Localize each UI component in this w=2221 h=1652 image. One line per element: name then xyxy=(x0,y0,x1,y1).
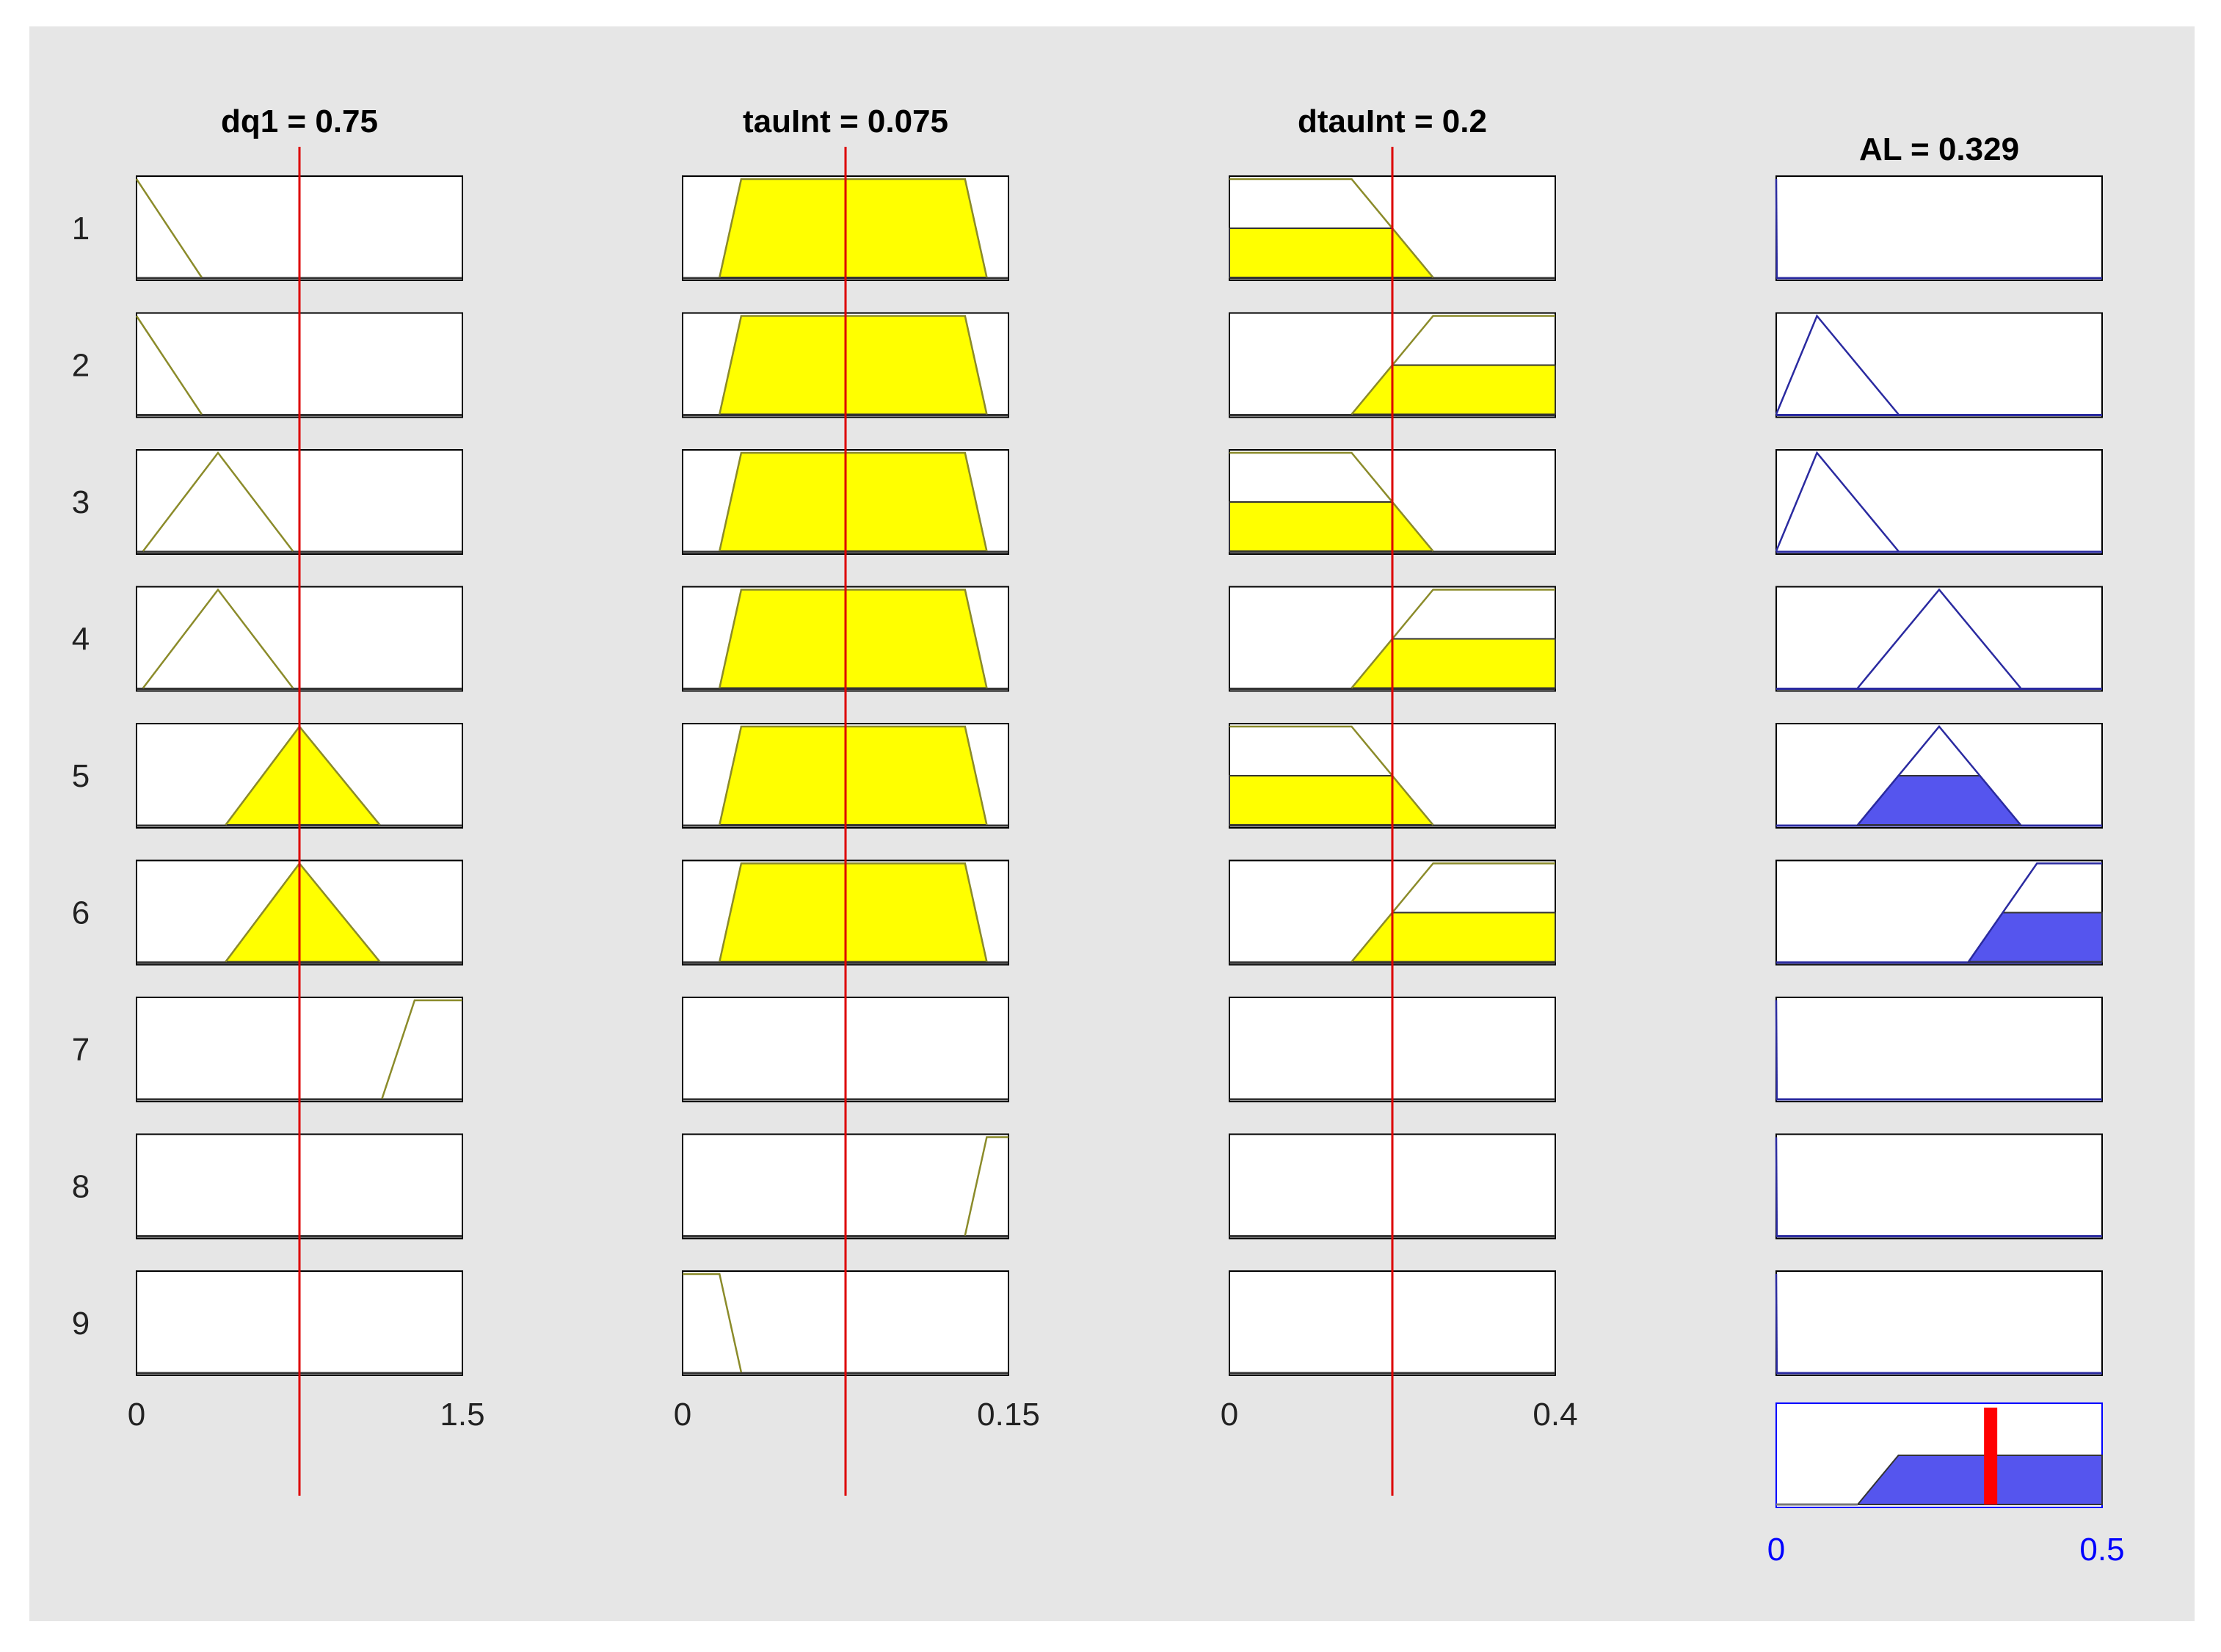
output-axis-tick-min: 0 xyxy=(1767,1532,1785,1568)
output-column: AL = 0.329 0 0.5 xyxy=(1767,131,2125,1568)
rule-number: 6 xyxy=(72,895,90,931)
fired-region xyxy=(1229,228,1435,278)
fired-region xyxy=(719,315,988,415)
membership-function xyxy=(1857,588,2021,689)
membership-function xyxy=(1229,451,1434,552)
axis-tick-min: 0 xyxy=(1221,1397,1238,1433)
rule-output-plot xyxy=(1775,1270,2103,1376)
rule-number: 9 xyxy=(72,1306,90,1342)
fired-region xyxy=(719,862,988,963)
membership-function xyxy=(719,315,988,415)
rule-number: 1 xyxy=(72,211,90,247)
membership-function xyxy=(142,588,294,689)
membership-function xyxy=(1775,1273,1778,1373)
axis-tick-min: 0 xyxy=(128,1397,145,1433)
rule-number: 4 xyxy=(72,622,90,658)
membership-function xyxy=(719,725,988,826)
membership-function xyxy=(1857,725,2021,826)
membership-function xyxy=(1775,178,1778,278)
rule-number: 2 xyxy=(72,348,90,384)
input-column: dtauInt = 0.2 0 0.4 xyxy=(1221,103,1578,1496)
input-title: dtauInt = 0.2 xyxy=(1298,103,1487,139)
rule-output-plot xyxy=(1775,175,2103,281)
rule-output-plot xyxy=(1775,449,2103,555)
input-title: tauInt = 0.075 xyxy=(743,103,948,139)
membership-function xyxy=(1775,451,1900,552)
membership-function xyxy=(964,1136,1008,1236)
rule-output-plot xyxy=(1775,586,2103,692)
fired-region xyxy=(719,726,988,826)
membership-function xyxy=(1967,862,2102,963)
fired-region xyxy=(719,589,988,689)
input-title: dq1 = 0.75 xyxy=(221,103,378,139)
membership-function xyxy=(719,178,988,278)
output-axis-tick-max: 0.5 xyxy=(2079,1532,2124,1568)
rule-number: 7 xyxy=(72,1032,90,1068)
membership-function xyxy=(142,451,294,552)
membership-function xyxy=(135,178,203,278)
membership-function xyxy=(719,451,988,552)
rule-output-plot xyxy=(1775,997,2103,1102)
membership-function xyxy=(1775,1000,1778,1099)
axis-tick-max: 1.5 xyxy=(440,1397,484,1433)
membership-function xyxy=(1351,589,1555,689)
defuzzified-output-marker xyxy=(1984,1408,1998,1504)
rule-number: 5 xyxy=(72,758,90,794)
rule-output-plot xyxy=(1775,312,2103,418)
axis-tick-min: 0 xyxy=(674,1397,691,1433)
fired-region xyxy=(1229,775,1435,826)
rule-number: 3 xyxy=(72,484,90,520)
axis-tick-max: 0.4 xyxy=(1533,1397,1577,1433)
fired-region xyxy=(719,178,988,278)
fired-region xyxy=(1229,501,1435,552)
axis-tick-max: 0.15 xyxy=(977,1397,1040,1433)
rule-number: 8 xyxy=(72,1169,90,1205)
membership-function xyxy=(683,1273,743,1373)
input-column: tauInt = 0.075 0 0.15 xyxy=(674,103,1040,1496)
membership-function xyxy=(1351,315,1555,415)
rule-output-plot xyxy=(1775,1133,2103,1240)
membership-function xyxy=(1775,314,1900,415)
membership-function xyxy=(135,315,203,415)
membership-function xyxy=(719,589,988,688)
membership-function xyxy=(1775,1137,1778,1236)
output-title: AL = 0.329 xyxy=(1859,131,2019,167)
membership-function xyxy=(1351,862,1555,963)
membership-function xyxy=(1229,178,1434,278)
input-column: dq1 = 0.75 0 1.5 xyxy=(128,103,485,1496)
membership-function xyxy=(1229,725,1434,826)
membership-function xyxy=(381,999,462,1099)
fired-region xyxy=(719,452,988,552)
membership-function xyxy=(719,862,988,962)
